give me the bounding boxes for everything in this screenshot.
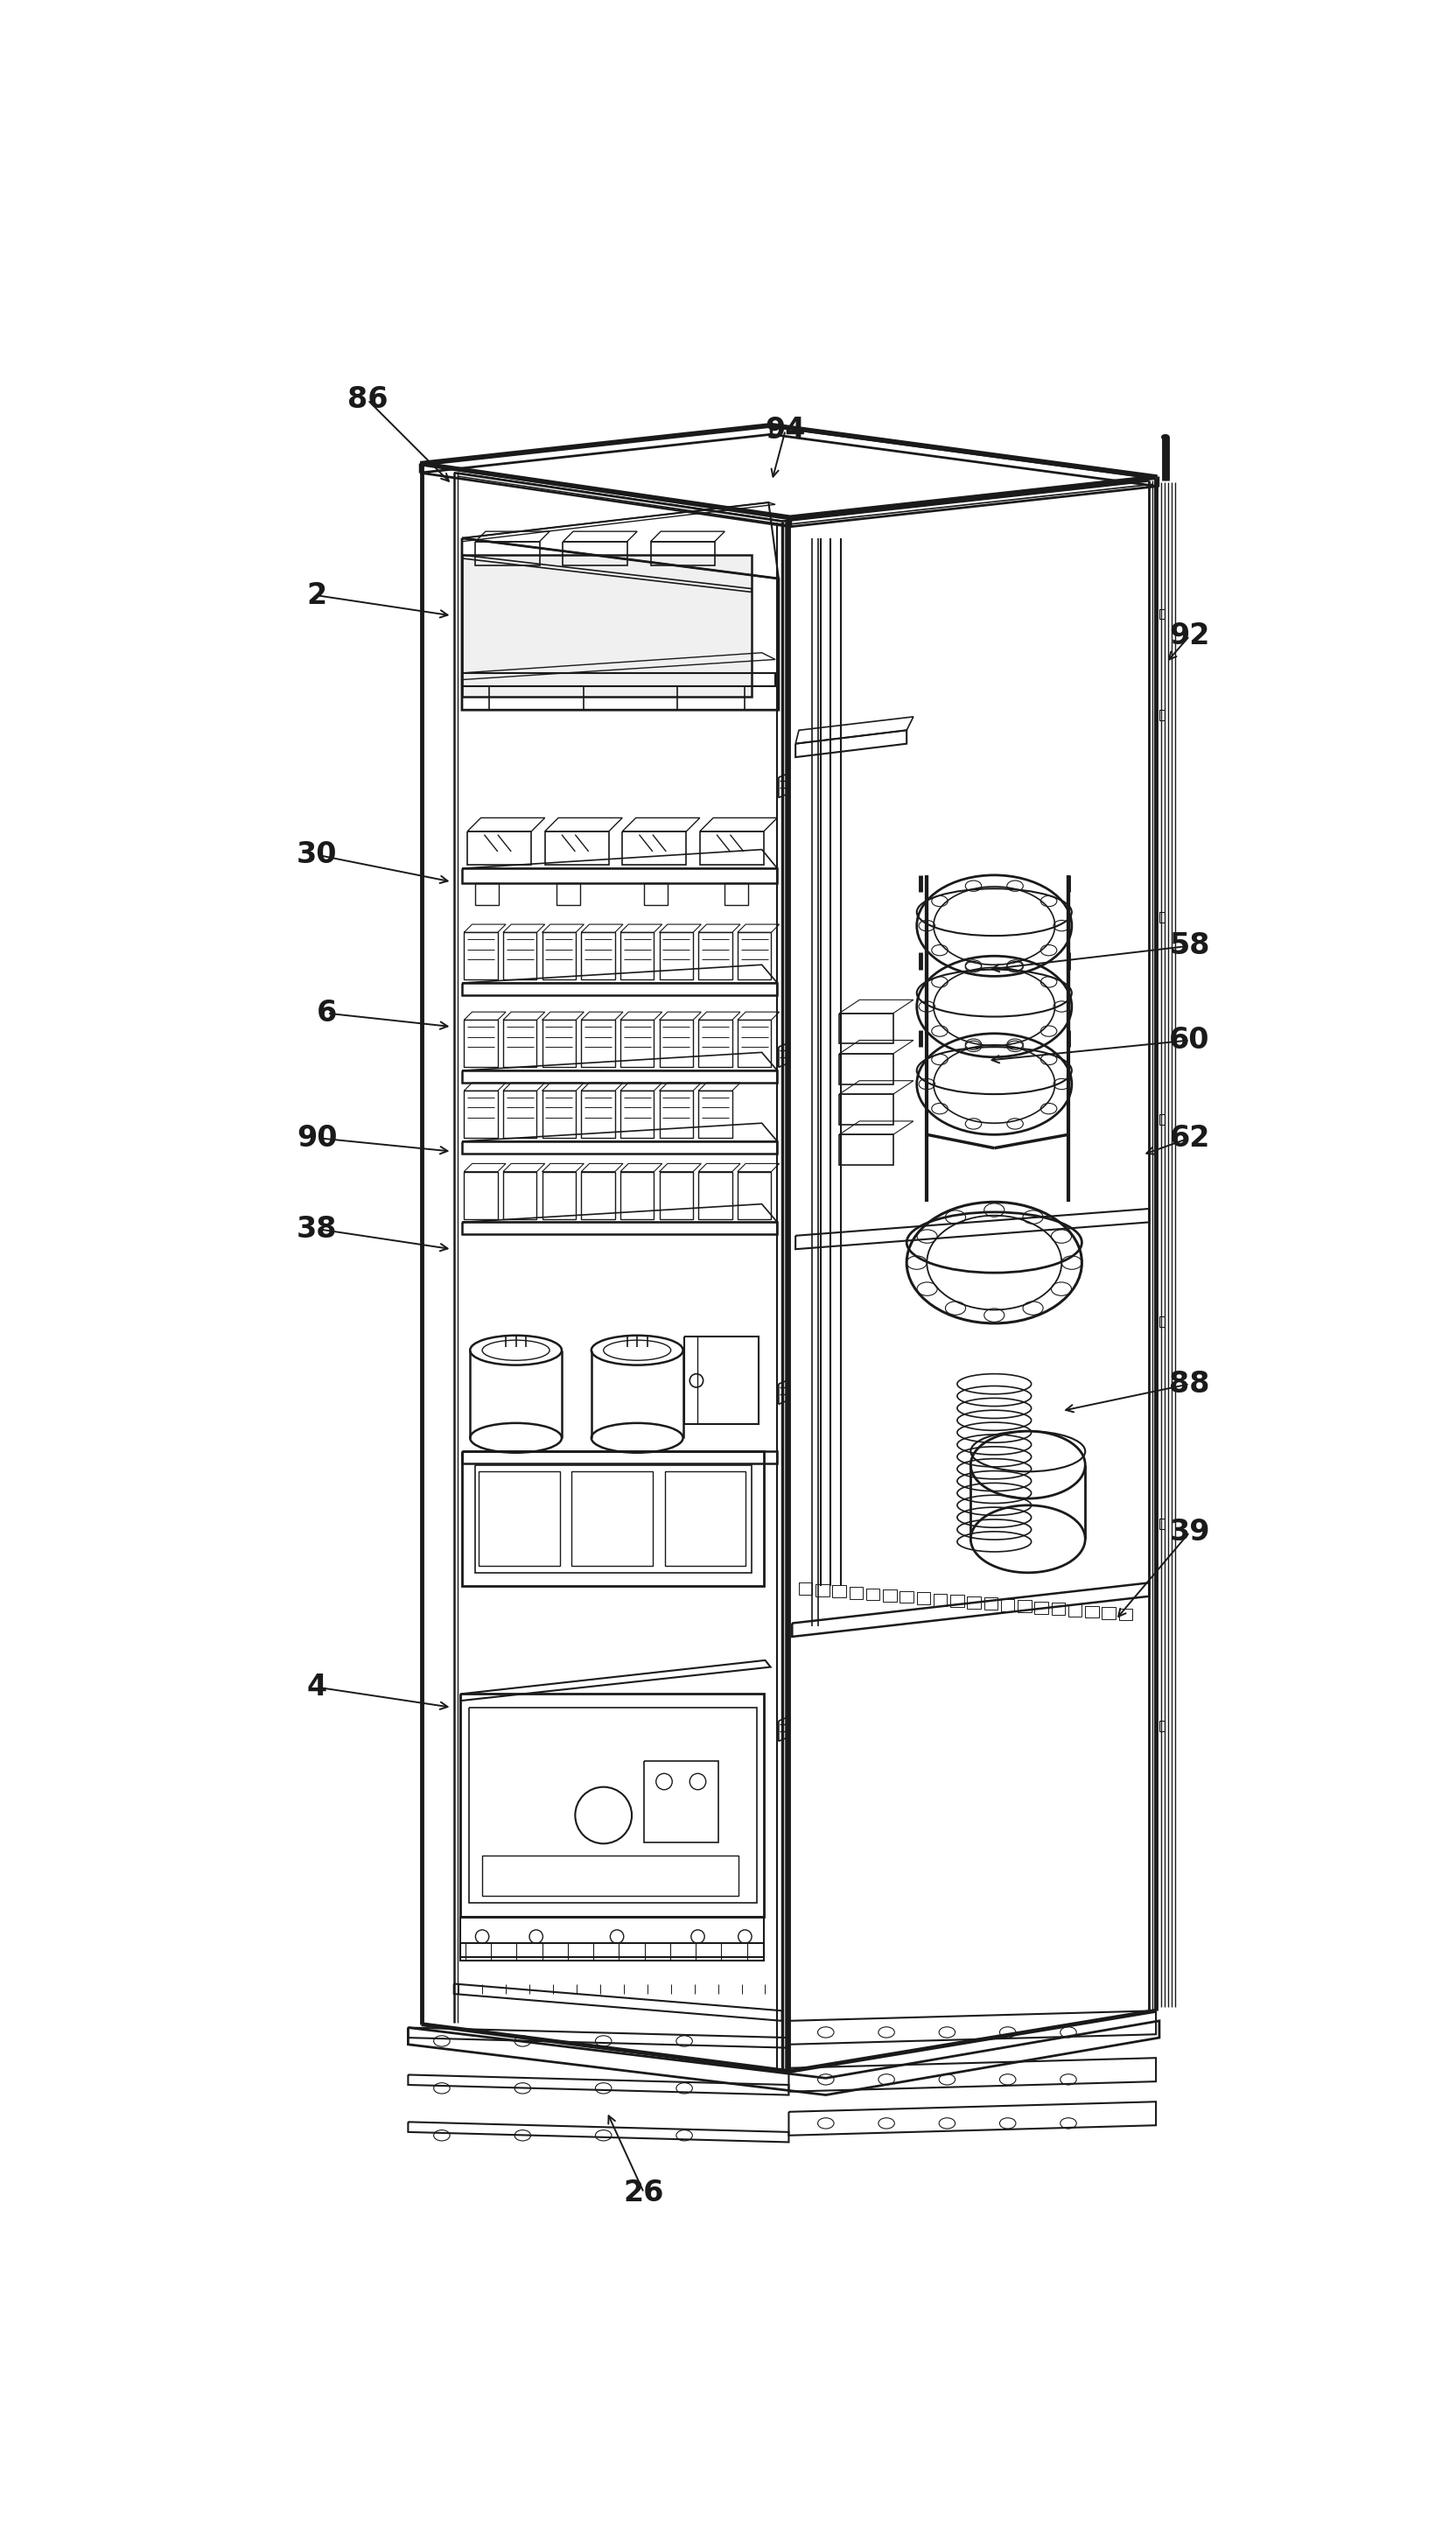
Text: 38: 38: [297, 1215, 338, 1243]
Text: 92: 92: [1169, 621, 1208, 649]
Text: 88: 88: [1169, 1370, 1210, 1398]
Text: 2: 2: [307, 581, 328, 609]
Text: 26: 26: [623, 2178, 664, 2208]
Text: 90: 90: [297, 1123, 338, 1151]
Text: 4: 4: [307, 1673, 328, 1701]
Text: 86: 86: [347, 385, 387, 415]
Text: 62: 62: [1169, 1123, 1208, 1151]
Text: 94: 94: [764, 415, 805, 446]
Text: 58: 58: [1169, 932, 1210, 960]
Text: 6: 6: [317, 998, 338, 1029]
Polygon shape: [462, 555, 751, 695]
Text: 30: 30: [297, 841, 338, 869]
Text: 60: 60: [1169, 1026, 1210, 1054]
Text: 39: 39: [1169, 1518, 1210, 1546]
Ellipse shape: [1162, 436, 1168, 438]
